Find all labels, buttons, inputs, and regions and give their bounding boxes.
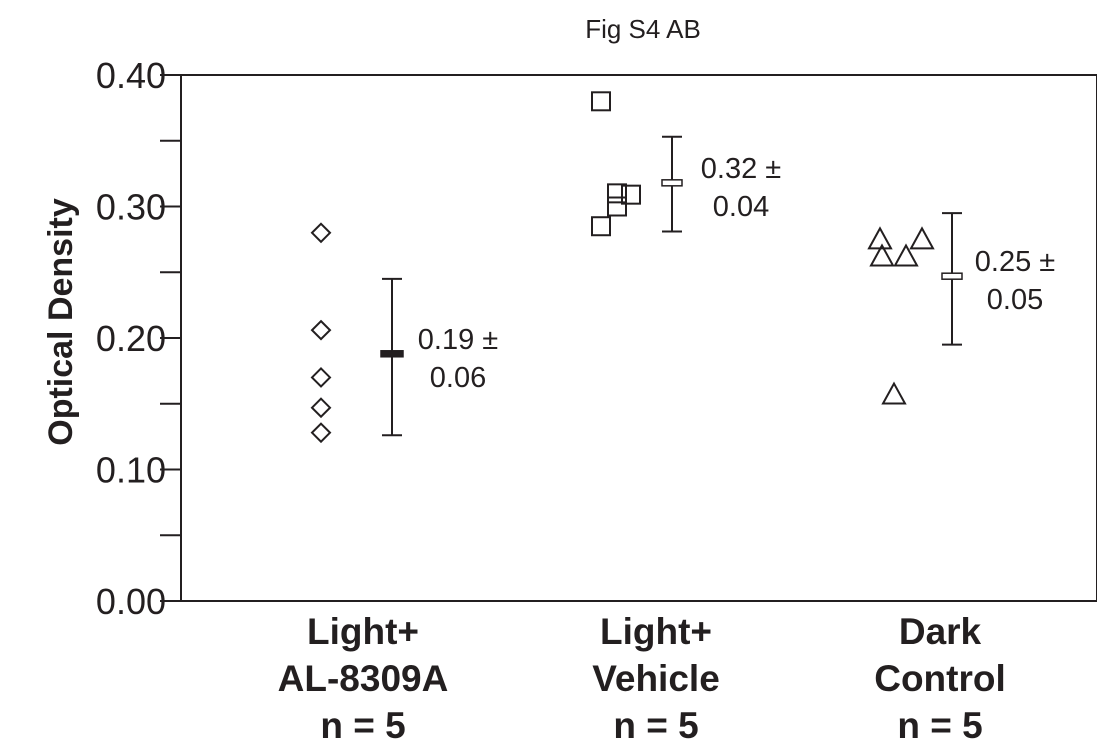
y-tick-label: 0.40 [96, 55, 166, 96]
category-label: Light+ [307, 611, 419, 652]
square-point [591, 216, 611, 237]
y-tick-label: 0.20 [96, 318, 166, 359]
mean-marker [380, 350, 404, 358]
mean-sd-label: 0.06 [430, 362, 486, 394]
mean-sd-label: 0.04 [713, 191, 769, 223]
diamond-point [310, 422, 332, 444]
diamond-point [310, 367, 332, 388]
diamond-point [310, 222, 332, 244]
diamond-point [310, 397, 332, 419]
triangle-point [909, 226, 935, 250]
mean-sd-label: 0.19 ± [418, 324, 498, 356]
square-point [621, 184, 641, 205]
category-label: Light+ [600, 611, 712, 652]
plot-frame [180, 74, 1097, 602]
category-labels: Light+ AL-8309A n = 5 Light+ Vehicle n = 5 Dar… [278, 611, 1006, 742]
chart-title: Fig S4 AB [585, 14, 701, 44]
category-label: Control [874, 658, 1006, 699]
triangle-point [881, 381, 907, 405]
y-tick-label: 0.10 [96, 450, 166, 491]
square-point [607, 196, 627, 217]
mean-sd-label: 0.32 ± [701, 153, 781, 185]
data-points [310, 91, 935, 444]
y-axis-ticks: 0.00 0.10 0.20 0.30 0.40 [96, 55, 181, 622]
y-axis-label: Optical Density [42, 198, 80, 446]
triangle-point [893, 243, 919, 267]
y-tick-label: 0.00 [96, 581, 166, 622]
mean-annotations: 0.19 ± 0.06 0.32 ± 0.04 0.25 ± 0.05 [418, 153, 1055, 394]
category-label: AL-8309A [278, 658, 449, 699]
error-bars [380, 135, 963, 437]
category-label: n = 5 [320, 705, 405, 742]
category-label: Dark [899, 611, 982, 652]
mean-sd-label: 0.05 [987, 284, 1043, 316]
square-point [607, 183, 627, 204]
mean-sd-label: 0.25 ± [975, 246, 1055, 278]
mean-marker [941, 272, 963, 280]
diamond-point [310, 319, 332, 341]
category-label: n = 5 [613, 705, 698, 742]
triangle-point [869, 243, 895, 267]
category-label: n = 5 [897, 705, 982, 742]
y-tick-label: 0.30 [96, 187, 166, 228]
triangle-point [867, 226, 893, 250]
category-label: Vehicle [592, 658, 720, 699]
square-point [591, 91, 611, 112]
mean-marker [661, 179, 683, 187]
